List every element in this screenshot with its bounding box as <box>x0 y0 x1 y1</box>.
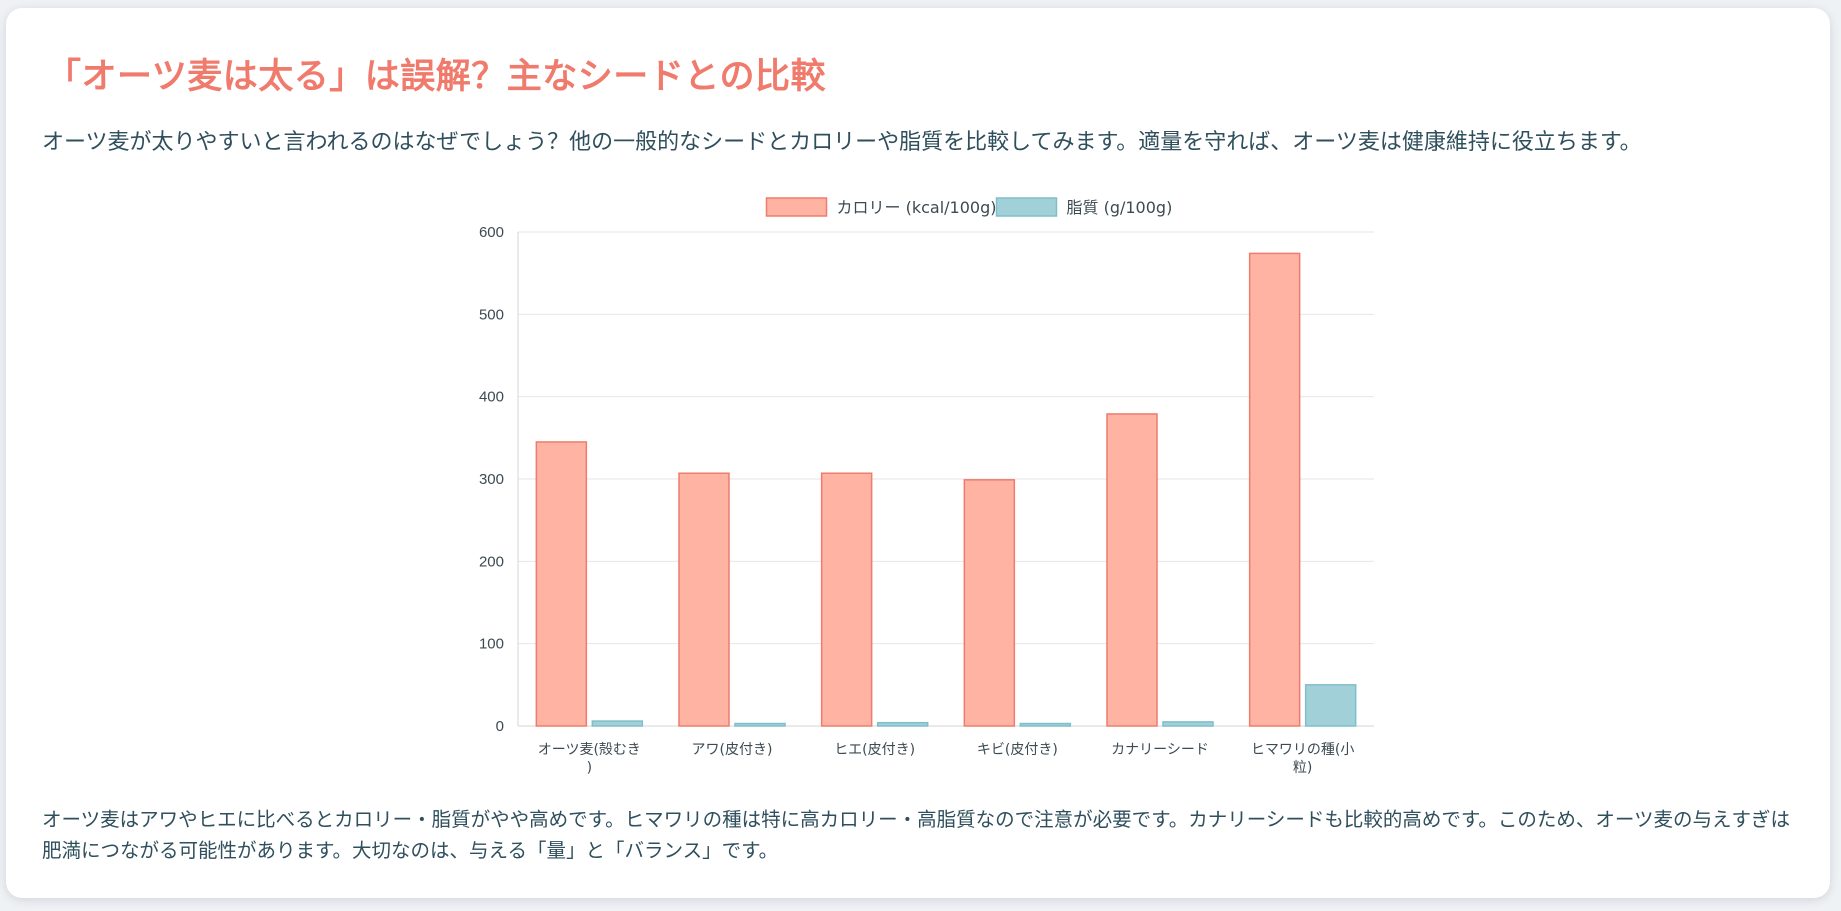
intro-text: オーツ麦が太りやすいと言われるのはなぜでしょう？他の一般的なシードとカロリーや脂… <box>42 130 1642 155</box>
x-category-label: オーツ麦(殻むき <box>538 742 641 758</box>
conclusion-text: オーツ麦はアワやヒエに比べるとカロリー・脂質がやや高めです。ヒマワリの種は特に高… <box>42 808 1790 862</box>
y-tick-label: 600 <box>479 224 504 241</box>
y-tick-label: 0 <box>496 718 504 735</box>
calorie-bar <box>820 472 873 727</box>
content-card: 「オーツ麦は太る」は誤解？主なシードとの比較 オーツ麦が太りやすいと言われるのは… <box>6 8 1830 898</box>
calorie-bar <box>678 472 730 727</box>
fat-bar <box>1304 684 1357 727</box>
y-tick-label: 500 <box>479 306 504 323</box>
fat-bar <box>1162 721 1214 727</box>
fat-bar <box>734 722 786 727</box>
x-category-label: アワ(皮付き) <box>692 742 773 758</box>
fat-bar <box>876 721 929 727</box>
legend-label-calorie: カロリー (kcal/100g) <box>837 198 997 217</box>
x-category-label: ヒマワリの種(小 <box>1251 742 1354 758</box>
calorie-bar <box>1248 252 1301 727</box>
fat-bar <box>591 720 644 727</box>
page-title: 「オーツ麦は太る」は誤解？主なシードとの比較 <box>46 57 826 97</box>
x-category-label: ) <box>587 760 592 776</box>
calorie-bar <box>1106 413 1158 727</box>
legend-swatch-calorie <box>765 197 828 217</box>
x-category-label: 粒) <box>1293 760 1312 776</box>
y-tick-label: 300 <box>479 471 504 488</box>
calorie-bar <box>535 441 588 727</box>
x-category-label: キビ(皮付き) <box>977 742 1058 758</box>
y-tick-label: 400 <box>479 389 504 406</box>
x-category-label: ヒエ(皮付き) <box>834 742 915 758</box>
y-tick-label: 100 <box>479 636 504 653</box>
seed-comparison-chart: 0 100 200 300 400 500 600 オーツ麦(殻むき) アワ(皮付き) ヒエ(皮付… <box>479 197 1374 776</box>
calorie-bar <box>963 479 1016 727</box>
legend-label-fat: 脂質 (g/100g) <box>1067 198 1173 217</box>
legend-swatch-fat <box>995 197 1058 217</box>
y-tick-label: 200 <box>479 553 504 570</box>
x-category-label: カナリーシード <box>1111 742 1209 758</box>
fat-bar <box>1019 722 1072 727</box>
